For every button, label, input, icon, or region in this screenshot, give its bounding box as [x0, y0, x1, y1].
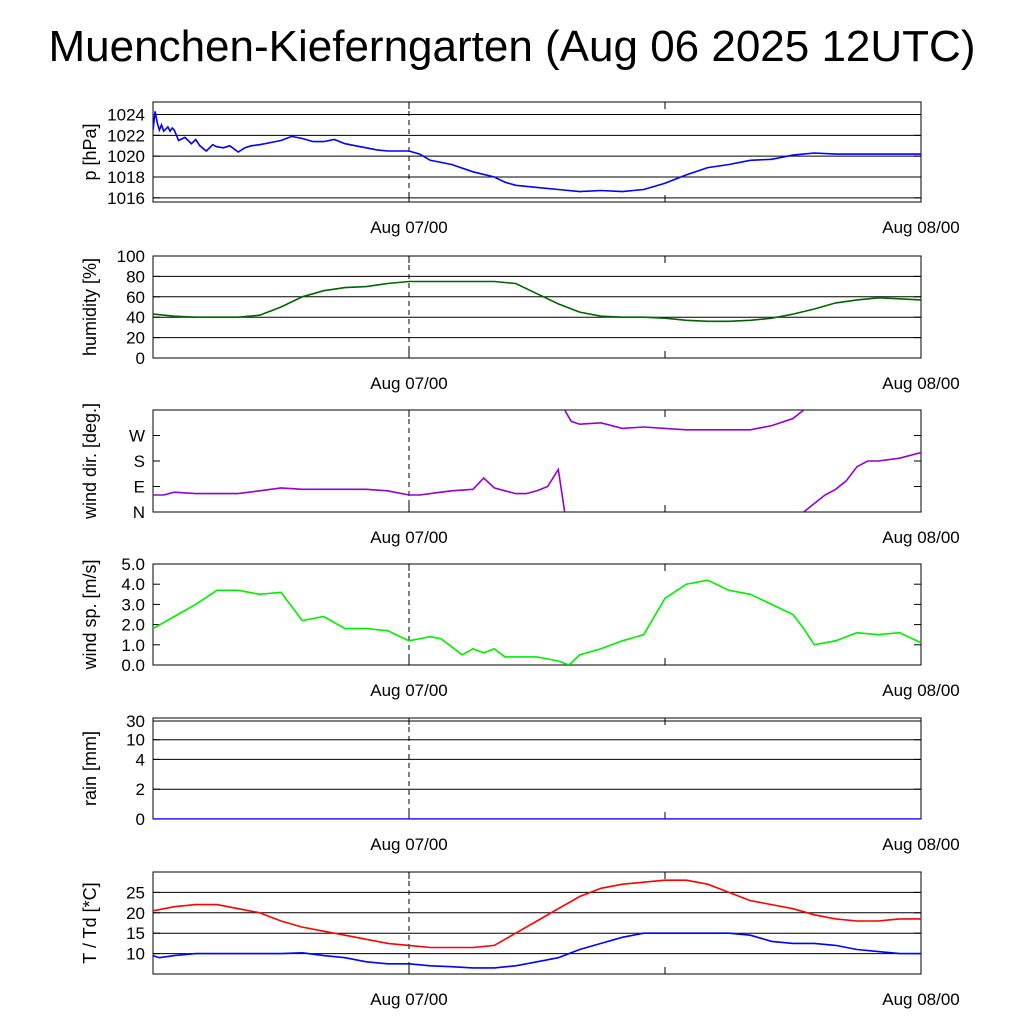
wind_direction-series-0-line: [564, 410, 805, 431]
temperature_dewpoint-ytick-label: 10: [126, 945, 145, 964]
wind_speed-xtick-label: Aug 08/00: [882, 681, 960, 700]
humidity-ytick-label: 80: [126, 267, 145, 286]
wind_speed-ytick-label: 1.0: [121, 636, 145, 655]
wind_speed-panel: 0.01.02.0 3.04.05.0 Aug 07/00 Aug 08/00 wind…: [80, 555, 960, 700]
temperature_dewpoint-xtick-label: Aug 08/00: [882, 990, 960, 1009]
pressure-ytick-label: 1016: [107, 189, 145, 208]
temperature_dewpoint-series-1-line: [153, 932, 921, 969]
rain-xtick-label: Aug 08/00: [882, 835, 960, 854]
temperature_dewpoint-frame: [152, 871, 922, 975]
humidity-ytick-label: 100: [117, 247, 145, 266]
temperature_dewpoint-ytick-label: 25: [126, 883, 145, 902]
wind_direction-frame: [152, 409, 922, 513]
pressure-ytick-label: 1022: [107, 126, 145, 145]
humidity-xtick-label: Aug 07/00: [370, 374, 448, 393]
wind_direction-xtick-label: Aug 08/00: [882, 528, 960, 547]
rain-ytick-label: 2: [136, 780, 145, 799]
pressure-ytick-label: 1024: [107, 106, 145, 125]
rain-ylabel: rain [mm]: [80, 731, 100, 806]
humidity-ylabel: humidity [%]: [80, 258, 100, 356]
pressure-xtick-label: Aug 07/00: [370, 218, 448, 237]
wind_speed-ytick-label: 3.0: [121, 595, 145, 614]
rain-ytick-label: 30: [126, 712, 145, 731]
wind_direction-series-0-line: [153, 467, 566, 512]
temperature_dewpoint-xtick-label: Aug 07/00: [370, 990, 448, 1009]
humidity-ytick-label: 20: [126, 329, 145, 348]
rain-xtick-label: Aug 07/00: [370, 835, 448, 854]
wind_speed-ytick-label: 2.0: [121, 616, 145, 635]
rain-ytick-label: 4: [136, 750, 145, 769]
wind_speed-ytick-label: 4.0: [121, 575, 145, 594]
wind_speed-ylabel: wind sp. [m/s]: [80, 559, 100, 670]
wind_direction-ytick-label: N: [133, 503, 145, 522]
rain-frame: [152, 717, 922, 820]
pressure-series-0-line: [153, 111, 921, 193]
wind_speed-frame: [152, 563, 922, 666]
pressure-frame: [152, 101, 922, 203]
humidity-ytick-label: 0: [136, 349, 145, 368]
temperature_dewpoint-ytick-label: 15: [126, 924, 145, 943]
rain-ytick-label: 0: [136, 810, 145, 829]
wind_speed-series-0-line: [153, 579, 921, 665]
wind_speed-ytick-label: 5.0: [121, 555, 145, 574]
wind_direction-ytick-label: E: [134, 478, 145, 497]
wind_speed-xtick-label: Aug 07/00: [370, 681, 448, 700]
pressure-ytick-label: 1018: [107, 168, 145, 187]
temperature_dewpoint-series-0-line: [153, 879, 921, 949]
pressure-ylabel: p [hPa]: [80, 123, 100, 180]
wind_direction-series-0-line: [803, 451, 921, 512]
humidity-frame: [152, 255, 922, 359]
temperature_dewpoint-ytick-label: 20: [126, 904, 145, 923]
chart-title: Muenchen-Kieferngarten (Aug 06 2025 12UT…: [48, 22, 976, 71]
temperature_dewpoint-ylabel: T / Td [*C]: [80, 882, 100, 963]
wind_direction-ytick-label: W: [129, 427, 145, 446]
wind_direction-xtick-label: Aug 07/00: [370, 528, 448, 547]
humidity-ytick-label: 40: [126, 308, 145, 327]
humidity-series-0-line: [153, 280, 921, 323]
humidity-xtick-label: Aug 08/00: [882, 374, 960, 393]
wind_direction-ylabel: wind dir. [deg.]: [80, 403, 100, 520]
wind_speed-ytick-label: 0.0: [121, 656, 145, 675]
wind_direction-ytick-label: S: [134, 452, 145, 471]
humidity-ytick-label: 60: [126, 288, 145, 307]
pressure-ytick-label: 1020: [107, 147, 145, 166]
pressure-xtick-label: Aug 08/00: [882, 218, 960, 237]
rain-ytick-label: 10: [126, 731, 145, 750]
